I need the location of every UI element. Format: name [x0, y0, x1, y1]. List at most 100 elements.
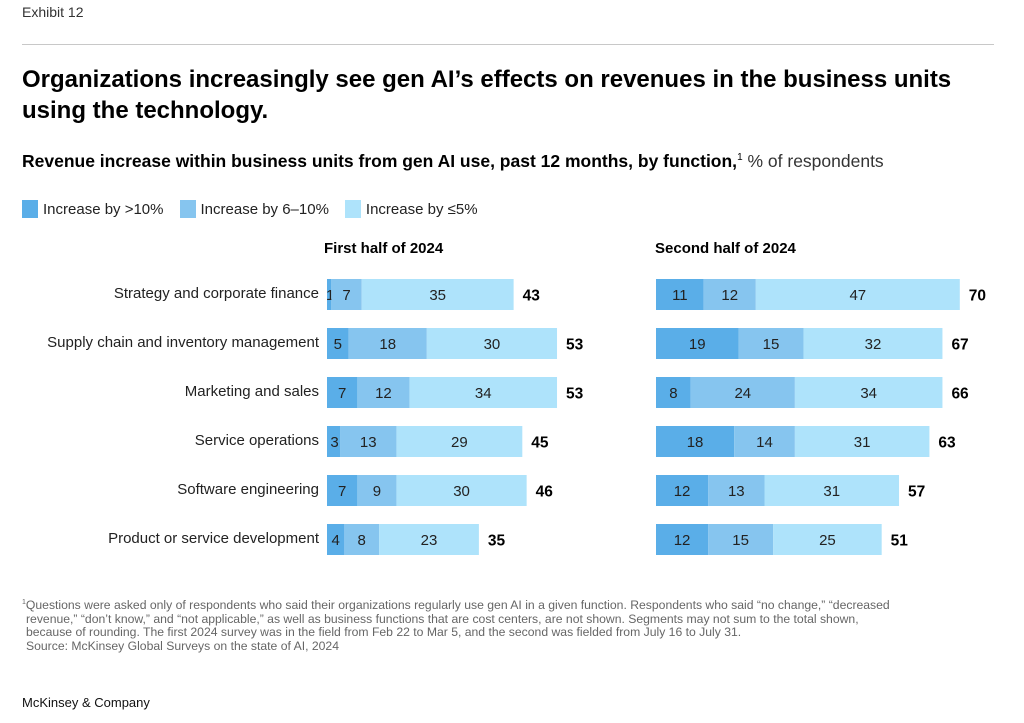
legend: Increase by >10% Increase by 6–10% Incre… [22, 200, 478, 218]
footnote-line-1-text: Questions were asked only of respondents… [25, 598, 890, 612]
bar-segment [656, 426, 735, 457]
bar-segment [734, 426, 795, 457]
exhibit-label: Exhibit 12 [22, 4, 84, 20]
legend-item-gt10: Increase by >10% [22, 200, 164, 218]
bar-segment [327, 426, 341, 457]
bar-total-label: 63 [938, 435, 956, 452]
bar-total-label: 51 [891, 533, 909, 550]
header-divider [22, 44, 994, 45]
legend-label-6to10: Increase by 6–10% [200, 200, 329, 218]
category-label: Product or service development [108, 530, 319, 547]
segment-value-label: 12 [674, 532, 691, 549]
bar-segment [426, 328, 558, 359]
bar-segment [656, 377, 691, 408]
category-label: Supply chain and inventory management [47, 334, 319, 351]
panel-title-second-half: Second half of 2024 [655, 240, 796, 257]
brand-logo-text: McKinsey & Company [22, 695, 150, 710]
bar-segment [348, 328, 427, 359]
bar-segment [327, 524, 345, 555]
category-label: Service operations [194, 432, 319, 449]
segment-value-label: 19 [689, 336, 706, 353]
bar-segment [738, 328, 804, 359]
segment-value-label: 7 [342, 287, 350, 304]
segment-value-label: 35 [429, 287, 446, 304]
bar-segment [656, 328, 739, 359]
bar-total-label: 53 [566, 386, 584, 403]
bar-total-label: 53 [566, 337, 584, 354]
segment-value-label: 13 [728, 483, 745, 500]
footnote-marker: 1 [22, 599, 26, 606]
bar-total-label: 46 [536, 484, 554, 501]
segment-value-label: 23 [421, 532, 438, 549]
bar-segment [656, 524, 709, 555]
category-label: Strategy and corporate finance [113, 285, 319, 302]
segment-value-label: 3 [330, 434, 338, 451]
segment-value-label: 9 [373, 483, 381, 500]
bar-segment [327, 328, 349, 359]
legend-item-6to10: Increase by 6–10% [179, 200, 329, 218]
bar-segment [773, 524, 882, 555]
footnote-line-3: because of rounding. The first 2024 surv… [26, 625, 742, 640]
segment-value-label: 29 [451, 434, 468, 451]
bar-total-label: 67 [951, 337, 968, 354]
footnote-line-2: revenue,” “don’t know,” and “not applica… [26, 611, 859, 626]
bar-segment [327, 475, 358, 506]
bar-segment [331, 279, 362, 310]
segment-value-label: 12 [674, 483, 691, 500]
bar-segment [357, 377, 410, 408]
chart-title: Organizations increasingly see gen AI’s … [22, 66, 952, 124]
bar-segment [396, 426, 523, 457]
segment-value-label: 14 [756, 434, 773, 451]
bar-segment [409, 377, 558, 408]
segment-value-label: 30 [453, 483, 470, 500]
segment-value-label: 15 [732, 532, 749, 549]
legend-swatch-6to10 [179, 200, 196, 218]
category-label: Software engineering [177, 481, 319, 498]
segment-value-label: 31 [854, 434, 871, 451]
category-label: Marketing and sales [184, 383, 319, 400]
legend-label-gt10: Increase by >10% [43, 200, 164, 218]
bar-total-label: 66 [951, 386, 969, 403]
footnote-line-1: 1Questions were asked only of respondent… [22, 596, 982, 613]
segment-value-label: 12 [375, 385, 392, 402]
segment-value-label: 25 [819, 532, 836, 549]
bar-segment [327, 279, 332, 310]
subtitle-unit: % of respondents [742, 151, 884, 171]
segment-value-label: 18 [379, 336, 396, 353]
footnote-source: Source: McKinsey Global Surveys on the s… [26, 638, 339, 653]
subtitle-main: Revenue increase within business units f… [22, 151, 738, 171]
chart-subtitle: Revenue increase within business units f… [22, 151, 884, 172]
segment-value-label: 11 [672, 287, 688, 304]
segment-value-label: 15 [763, 336, 780, 353]
bar-total-label: 43 [523, 288, 541, 305]
segment-value-label: 34 [860, 385, 877, 402]
bar-total-label: 70 [969, 288, 986, 305]
segment-value-label: 7 [338, 483, 346, 500]
segment-value-label: 18 [687, 434, 704, 451]
bar-segment [708, 475, 765, 506]
bar-segment [703, 279, 756, 310]
segment-value-label: 32 [865, 336, 882, 353]
bar-total-label: 45 [531, 435, 549, 452]
bar-segment [690, 377, 795, 408]
bar-segment [327, 377, 358, 408]
bar-segment [379, 524, 479, 555]
legend-swatch-le5 [344, 200, 361, 218]
segment-value-label: 4 [332, 532, 340, 549]
footnote: 1Questions were asked only of respondent… [22, 596, 982, 653]
bar-segment [357, 475, 397, 506]
segment-value-label: 1 [326, 287, 334, 304]
legend-label-le5: Increase by ≤5% [365, 200, 478, 218]
segment-value-label: 5 [334, 336, 342, 353]
segment-value-label: 31 [823, 483, 840, 500]
segment-value-label: 34 [475, 385, 492, 402]
bar-segment [755, 279, 960, 310]
segment-value-label: 7 [338, 385, 346, 402]
segment-value-label: 12 [721, 287, 738, 304]
segment-value-label: 47 [849, 287, 866, 304]
segment-value-label: 13 [360, 434, 377, 451]
subtitle-footnote-marker: 1 [737, 152, 743, 163]
bar-segment [794, 377, 943, 408]
legend-swatch-gt10 [22, 200, 38, 218]
bar-segment [656, 279, 704, 310]
